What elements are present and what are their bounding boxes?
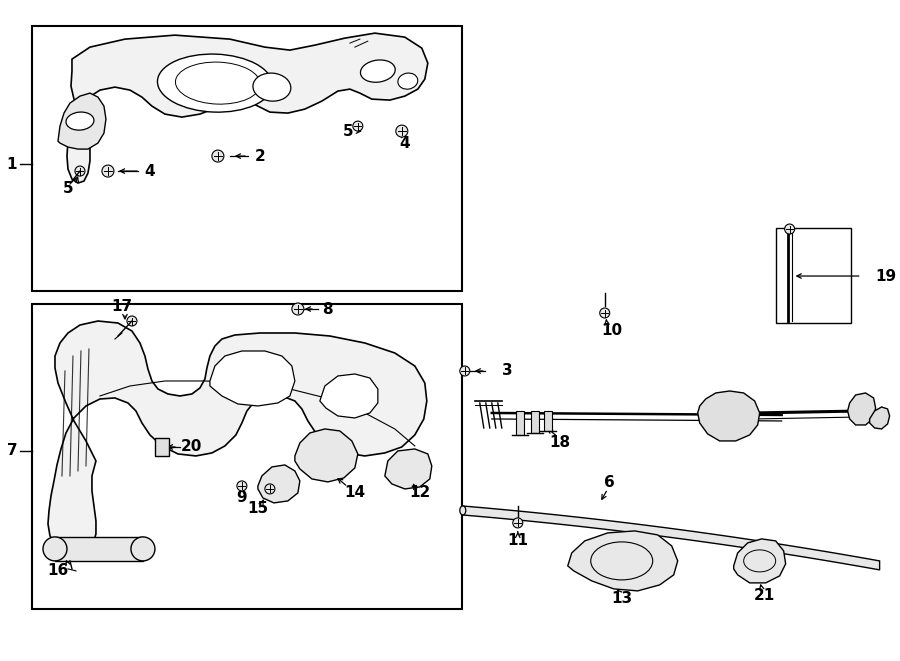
Polygon shape <box>869 407 889 429</box>
Polygon shape <box>516 411 524 435</box>
Polygon shape <box>734 539 786 583</box>
Text: 11: 11 <box>508 533 528 549</box>
Polygon shape <box>848 393 876 425</box>
Text: 15: 15 <box>248 502 268 516</box>
Text: 19: 19 <box>876 268 896 284</box>
Text: 7: 7 <box>6 444 17 459</box>
Polygon shape <box>67 33 428 183</box>
Circle shape <box>43 537 67 561</box>
Ellipse shape <box>398 73 418 89</box>
Circle shape <box>785 224 795 234</box>
Text: 17: 17 <box>112 299 132 313</box>
Polygon shape <box>258 465 300 503</box>
Ellipse shape <box>360 60 395 82</box>
Text: 4: 4 <box>400 136 410 151</box>
Circle shape <box>353 121 363 131</box>
Text: 4: 4 <box>145 163 155 178</box>
Text: 1: 1 <box>6 157 17 172</box>
Circle shape <box>130 537 155 561</box>
Ellipse shape <box>460 506 466 515</box>
Polygon shape <box>531 411 539 433</box>
Circle shape <box>127 316 137 326</box>
Circle shape <box>212 150 224 162</box>
Circle shape <box>599 308 609 318</box>
Circle shape <box>102 165 114 177</box>
Ellipse shape <box>158 54 273 112</box>
Text: 21: 21 <box>754 588 775 603</box>
Text: 3: 3 <box>502 364 512 379</box>
Text: 5: 5 <box>63 180 73 196</box>
Polygon shape <box>568 531 678 591</box>
Text: 9: 9 <box>237 490 248 506</box>
Text: 10: 10 <box>601 323 622 338</box>
Polygon shape <box>320 374 378 418</box>
Polygon shape <box>544 411 552 431</box>
Ellipse shape <box>66 112 94 130</box>
Text: 16: 16 <box>48 563 68 578</box>
Polygon shape <box>698 391 760 441</box>
Ellipse shape <box>253 73 291 101</box>
Circle shape <box>265 484 274 494</box>
Polygon shape <box>210 351 295 406</box>
Text: 13: 13 <box>611 592 633 606</box>
Text: 12: 12 <box>410 485 430 500</box>
Text: 5: 5 <box>343 124 353 139</box>
Text: 8: 8 <box>322 301 333 317</box>
Text: 18: 18 <box>549 436 571 450</box>
Polygon shape <box>58 93 106 149</box>
Text: 20: 20 <box>181 440 202 455</box>
Text: 6: 6 <box>605 475 615 490</box>
Polygon shape <box>385 449 432 489</box>
Text: 2: 2 <box>255 149 266 163</box>
Circle shape <box>292 303 304 315</box>
Circle shape <box>75 166 85 176</box>
Bar <box>776 228 850 323</box>
Polygon shape <box>48 321 427 553</box>
Text: 14: 14 <box>345 485 365 500</box>
Circle shape <box>513 518 523 528</box>
Polygon shape <box>295 429 358 482</box>
Circle shape <box>237 481 247 491</box>
Bar <box>155 438 169 456</box>
Bar <box>55 537 143 561</box>
Bar <box>32 304 462 609</box>
Polygon shape <box>462 506 879 570</box>
Circle shape <box>460 366 470 376</box>
Bar <box>32 26 462 291</box>
Circle shape <box>396 125 408 137</box>
